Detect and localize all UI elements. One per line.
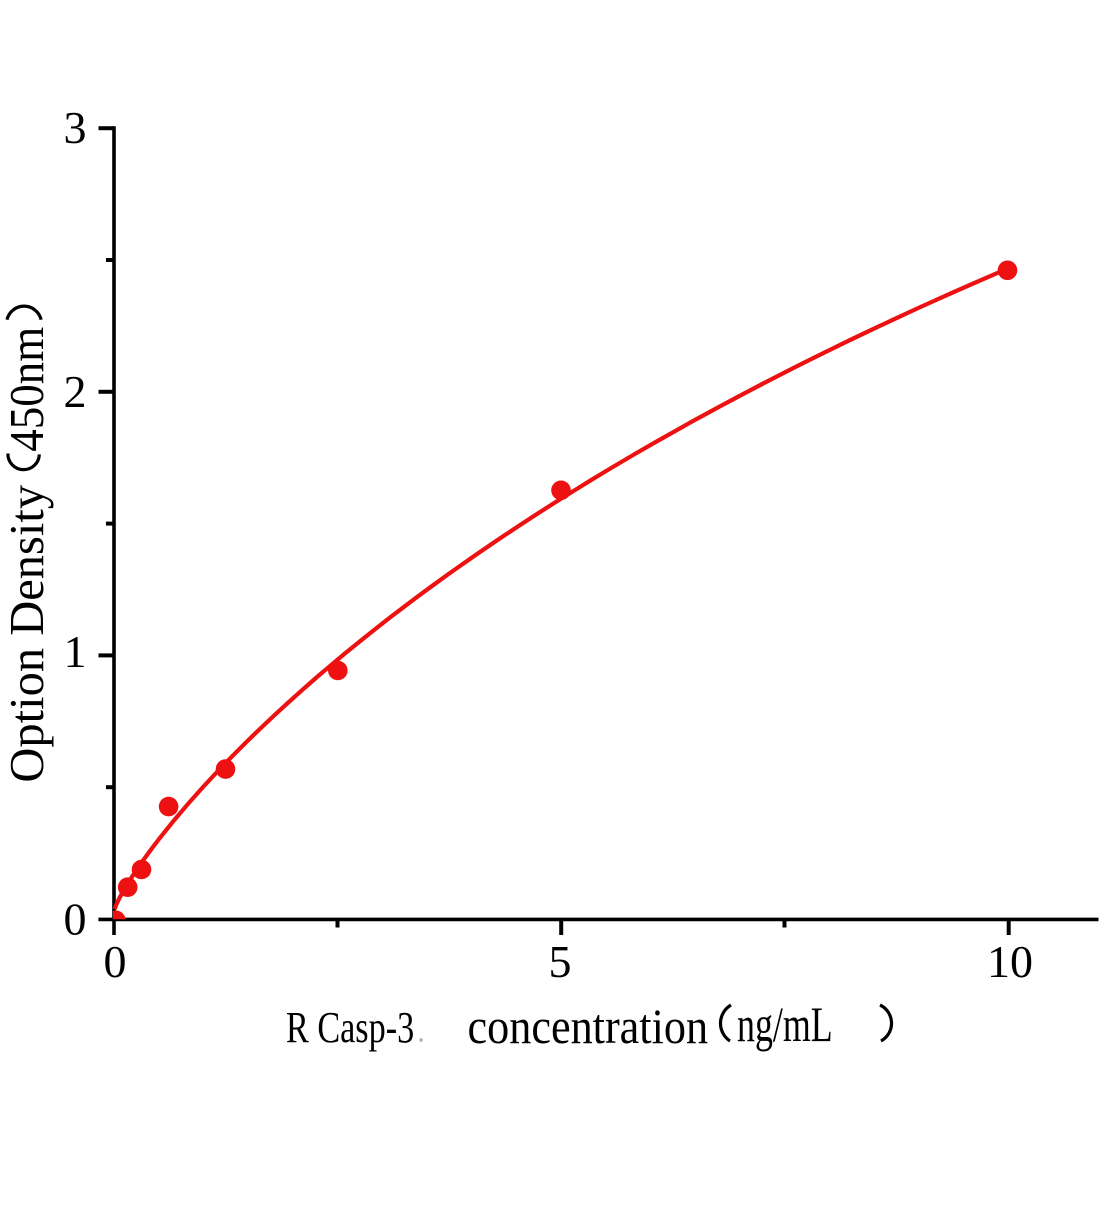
- svg-text:R Casp-3: R Casp-3: [286, 1003, 414, 1052]
- svg-text:0: 0: [64, 894, 87, 945]
- svg-text:10: 10: [987, 936, 1033, 987]
- svg-text:450nm: 450nm: [0, 327, 54, 452]
- svg-text:5: 5: [549, 936, 572, 987]
- svg-text:0: 0: [104, 936, 127, 987]
- svg-text:ng/mL: ng/mL: [737, 997, 833, 1052]
- svg-text:3: 3: [64, 102, 87, 153]
- svg-text:2: 2: [64, 366, 87, 417]
- svg-text:1: 1: [64, 626, 87, 677]
- svg-text:Option Density: Option Density: [1, 484, 54, 782]
- svg-text:concentration: concentration: [468, 1000, 709, 1055]
